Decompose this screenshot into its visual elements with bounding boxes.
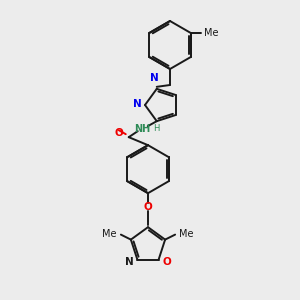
Text: Me: Me	[179, 229, 194, 238]
Text: Me: Me	[102, 229, 117, 238]
Text: N: N	[150, 73, 159, 83]
Text: H: H	[153, 124, 159, 133]
Text: O: O	[114, 128, 123, 138]
Text: O: O	[144, 202, 152, 212]
Text: N: N	[133, 99, 141, 109]
Text: O: O	[162, 257, 171, 267]
Text: Me: Me	[204, 28, 218, 38]
Text: NH: NH	[135, 124, 151, 134]
Text: N: N	[125, 257, 134, 267]
